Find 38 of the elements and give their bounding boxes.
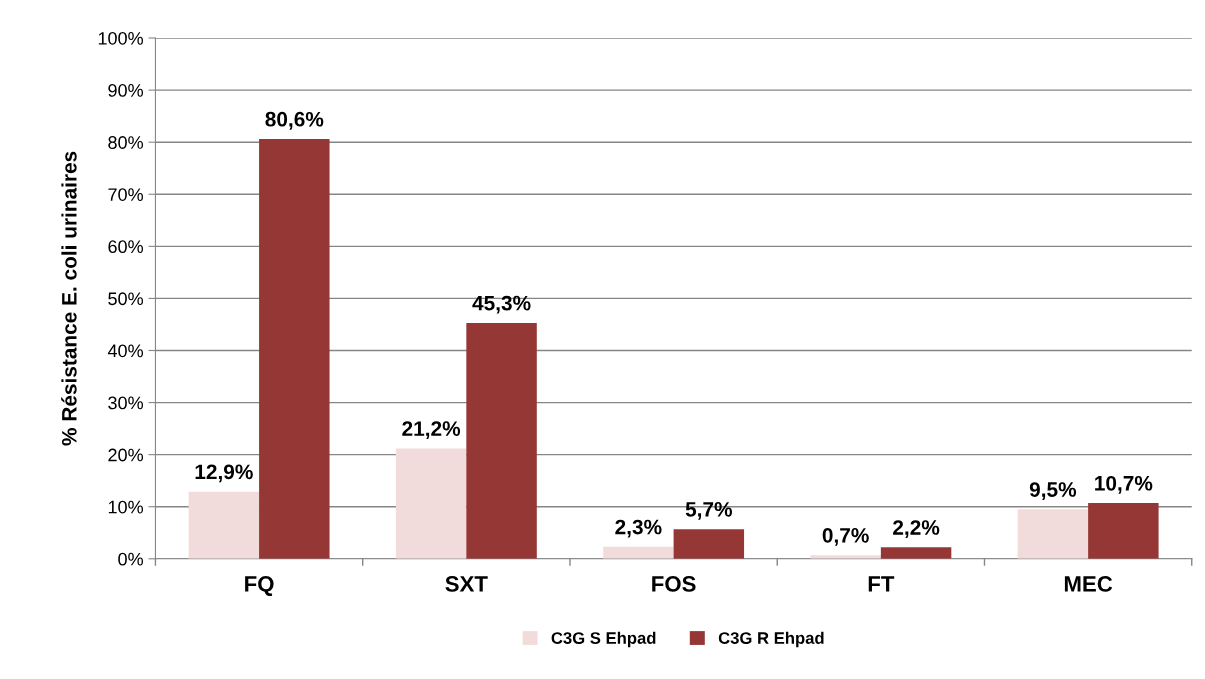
y-tick-label: 10% bbox=[108, 500, 143, 514]
legend-label: C3G R Ehpad bbox=[718, 631, 824, 648]
y-axis-title: % Résistance E. coli urinaires bbox=[61, 151, 77, 446]
bar bbox=[395, 448, 467, 559]
data-label: 2,3% bbox=[615, 519, 662, 538]
y-tick-label: 0% bbox=[118, 552, 143, 566]
data-label: 12,9% bbox=[195, 464, 253, 483]
bar bbox=[603, 546, 674, 559]
data-label: 0,7% bbox=[822, 527, 869, 546]
x-tick-label: FQ bbox=[245, 576, 274, 596]
y-tick-label: 90% bbox=[108, 84, 143, 97]
x-tick-label: SXT bbox=[445, 576, 488, 592]
bar bbox=[188, 491, 260, 559]
data-label: 9,5% bbox=[1029, 482, 1077, 500]
y-tick-label: 50% bbox=[108, 292, 143, 306]
bar bbox=[673, 529, 745, 559]
data-label: 10,7% bbox=[1095, 475, 1153, 494]
y-tick-label: 40% bbox=[107, 344, 143, 358]
data-label: 21,2% bbox=[402, 421, 461, 439]
data-label: 2,2% bbox=[893, 520, 940, 538]
x-tick-label: FT bbox=[868, 576, 895, 592]
y-tick-label: 20% bbox=[108, 448, 143, 462]
y-tick-label: 100% bbox=[98, 31, 143, 45]
x-tick-label: FOS bbox=[652, 576, 696, 592]
x-tick-label: MEC bbox=[1064, 576, 1113, 592]
bar bbox=[259, 139, 330, 559]
bar bbox=[880, 547, 952, 559]
data-label: 80,6% bbox=[265, 111, 324, 130]
y-tick-label: 70% bbox=[108, 188, 143, 201]
legend-label: C3G S Ehpad bbox=[551, 631, 656, 648]
y-tick-label: 30% bbox=[108, 396, 143, 410]
y-tick-label: 60% bbox=[108, 240, 143, 254]
data-label: 45,3% bbox=[472, 295, 531, 314]
y-tick-label: 80% bbox=[108, 136, 143, 149]
data-label: 5,7% bbox=[685, 501, 733, 520]
bar bbox=[1017, 509, 1089, 559]
bar bbox=[1088, 503, 1159, 559]
bar bbox=[466, 322, 537, 559]
